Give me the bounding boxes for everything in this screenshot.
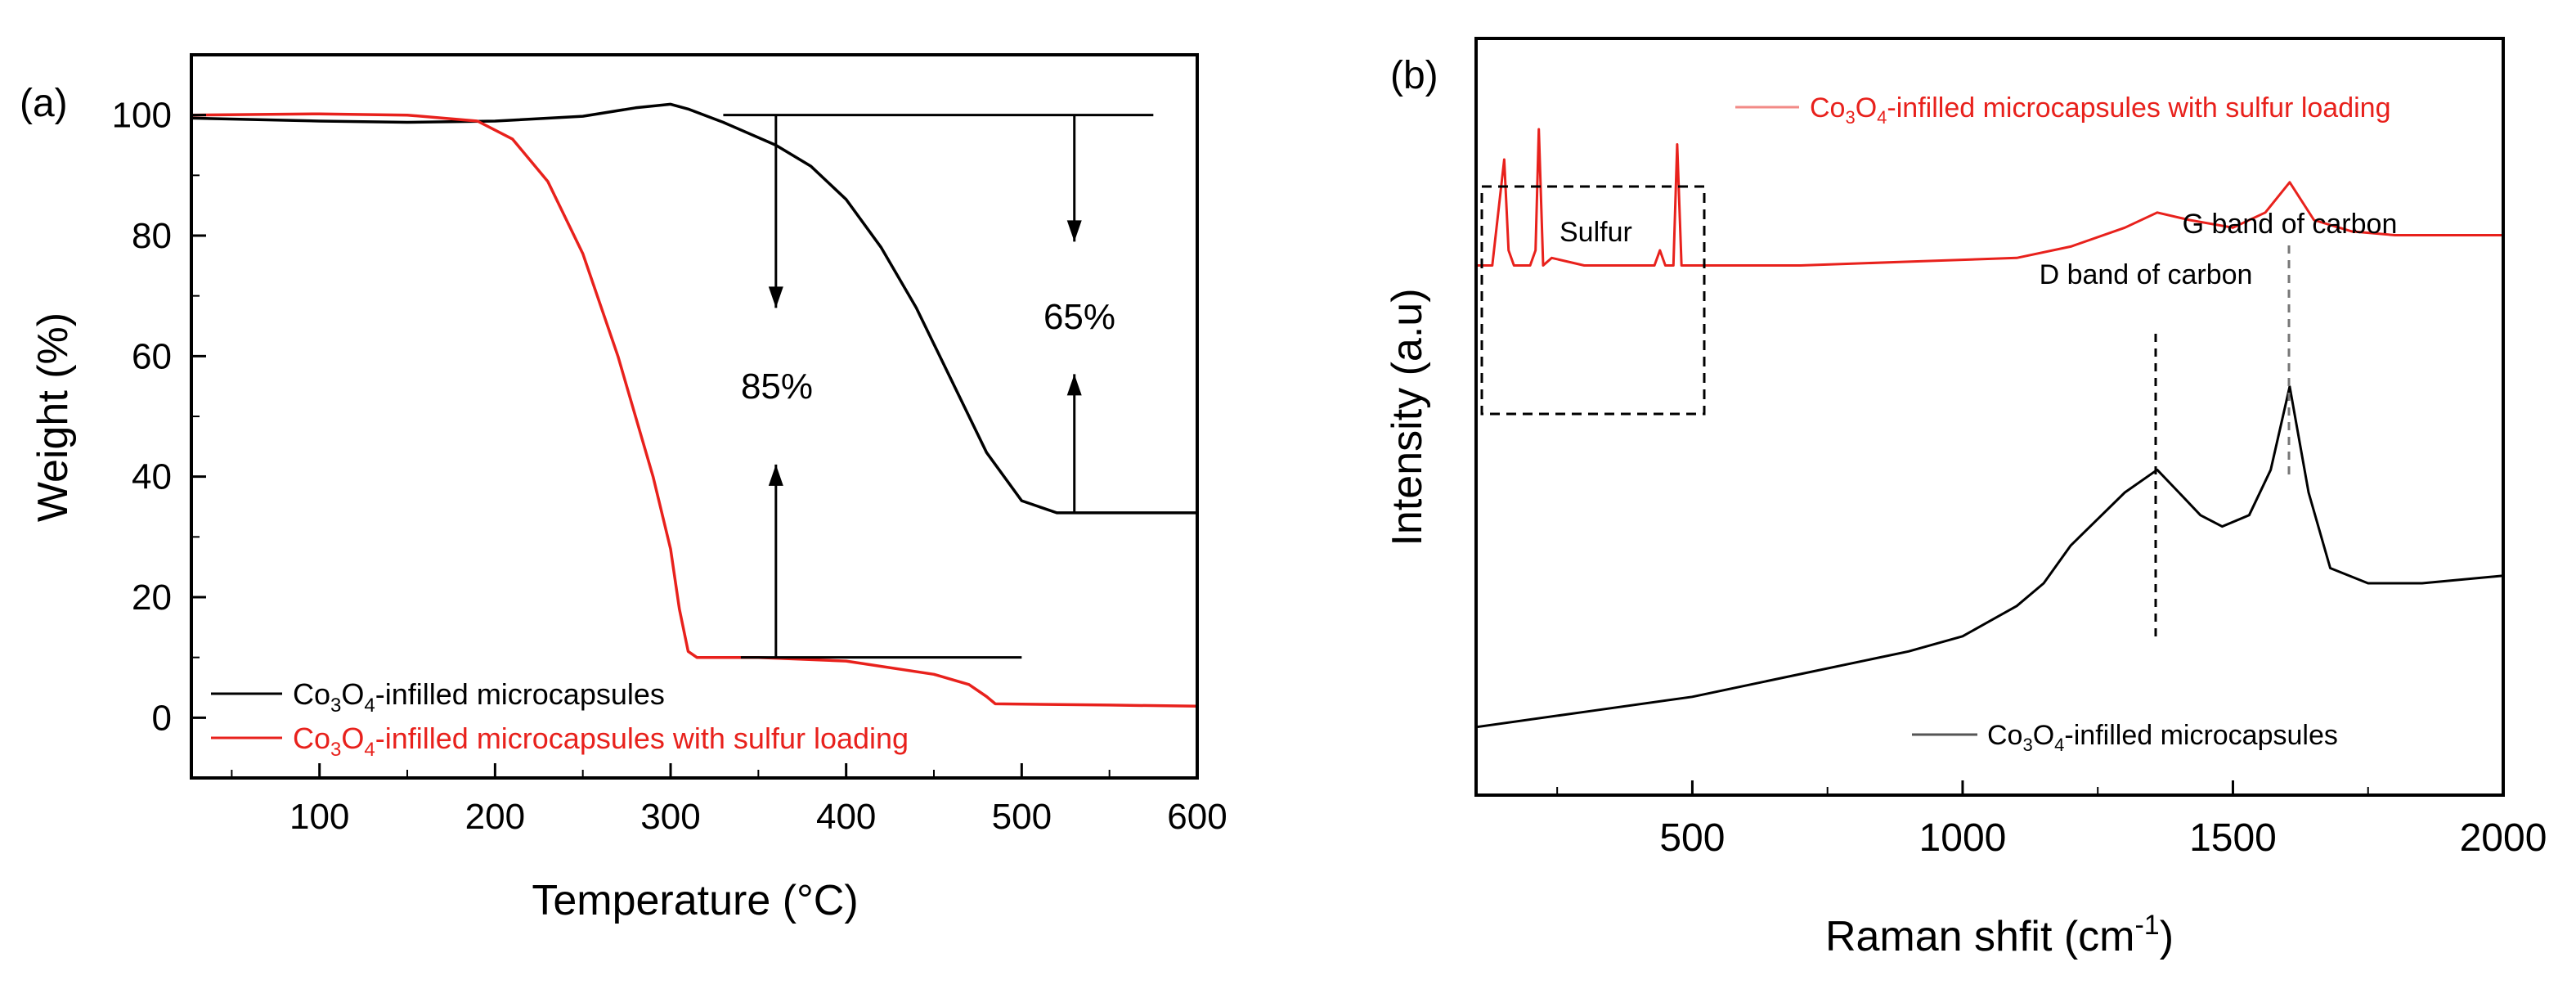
legend-label-black: Co3O4-infilled microcapsules [293,677,665,717]
panel-b-ticks: 500 1000 1500 2000 [1556,780,2547,860]
y-tick-label-80: 80 [132,216,172,256]
panel-b: (b) 500 1000 1500 2000 Sulfur D band of car… [1384,37,2547,960]
legend-label-red: Co3O4-infilled microcapsules with sulfur… [293,722,909,761]
sulfur-label: Sulfur [1560,217,1632,248]
y-tick-label-40: 40 [132,457,172,497]
legend-label-red-b: Co3O4-infilled microcapsules with sulfur… [1810,92,2390,128]
panel-b-legend-red: Co3O4-infilled microcapsules with sulfur… [1735,92,2390,128]
panel-a: (a) 100 200 300 400 500 600 0 20 40 60 80 100 85% 6… [20,53,1227,924]
panel-a-annotation-arrows [723,114,1154,659]
y-tick-label-60: 60 [132,336,172,376]
panel-a-ticks: 100 200 300 400 500 600 0 20 40 60 80 100 [112,96,1227,837]
panel-a-x-axis-label: Temperature (°C) [532,877,858,924]
x-tick-label-500: 500 [992,797,1052,837]
x-tick-label-100: 100 [289,797,349,837]
panel-b-plot-frame [1474,37,2505,797]
arrowhead-85-up [768,464,783,486]
panel-b-legend-black: Co3O4-infilled microcapsules [1912,720,2338,755]
b-x-tick-label-1500: 1500 [2189,816,2277,860]
x-tick-label-200: 200 [465,797,525,837]
panel-a-series [191,102,1198,708]
panel-a-y-axis-label: Weight (%) [29,312,77,522]
b-x-tick-label-1000: 1000 [1919,816,2007,860]
x-tick-label-600: 600 [1167,797,1227,837]
legend-label-black-b: Co3O4-infilled microcapsules [1987,720,2338,755]
g-band-label: G band of carbon [2183,209,2398,240]
x-tick-label-300: 300 [640,797,700,837]
panel-a-annotation-85: 85% [741,366,813,407]
arrowhead-65-down [1066,220,1082,242]
panel-b-y-axis-label: Intensity (a.u) [1384,288,1431,546]
panel-b-label: (b) [1390,54,1438,97]
series-b-0 [1476,128,2503,267]
arrowhead-65-up [1066,374,1082,396]
panel-a-legend: Co3O4-infilled microcapsules Co3O4-infil… [211,677,909,761]
panel-a-minor-ticks [191,54,1111,779]
y-tick-label-100: 100 [112,96,172,136]
d-band-label: D band of carbon [2040,259,2253,290]
y-tick-label-20: 20 [132,578,172,618]
series-a-0 [191,102,1197,515]
panel-a-plot-frame [190,53,1199,780]
series-b-1 [1475,385,2504,729]
panel-a-annotation-65: 65% [1043,297,1115,337]
panel-a-label: (a) [20,82,68,125]
arrowhead-85-down [768,286,783,308]
b-x-tick-label-500: 500 [1659,816,1725,860]
panel-b-series [1475,128,2504,729]
x-tick-label-400: 400 [816,797,876,837]
b-x-tick-label-2000: 2000 [2460,816,2547,860]
y-tick-label-0: 0 [152,698,172,738]
panel-b-x-axis-label: Raman shfit (cm-1) [1825,910,2174,960]
series-a-1 [191,112,1198,708]
sulfur-region-box [1480,185,1706,416]
